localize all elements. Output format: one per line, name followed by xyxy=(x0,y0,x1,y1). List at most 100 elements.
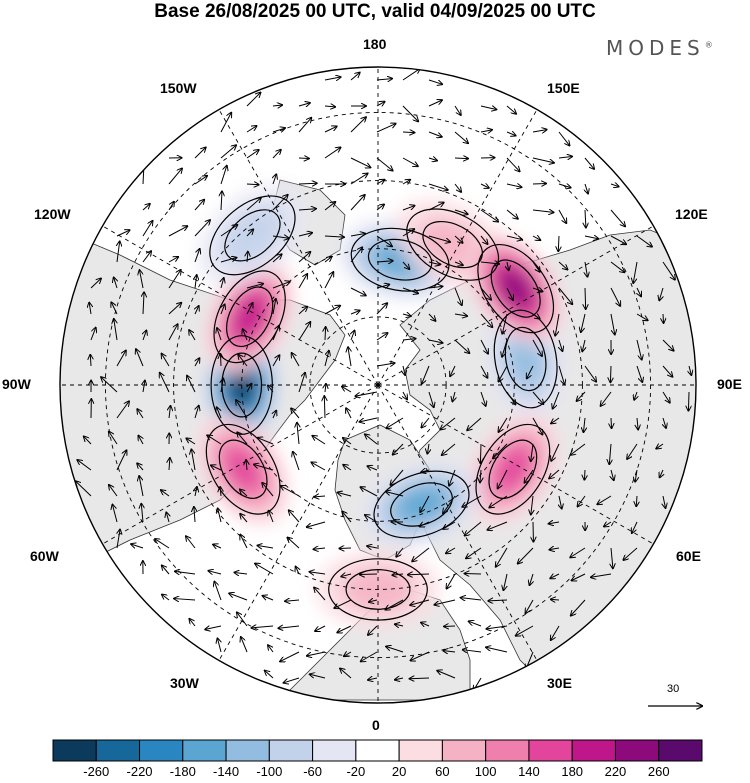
wind-vector xyxy=(447,573,456,589)
wind-vector xyxy=(140,270,144,289)
map-title: Base 26/08/2025 00 UTC, valid 04/09/2025… xyxy=(154,1,596,22)
wind-vector xyxy=(454,262,463,265)
colorbar-tick: -60 xyxy=(303,764,322,779)
colorbar-tick: -180 xyxy=(169,764,196,779)
wind-vector xyxy=(90,355,91,367)
wind-vector xyxy=(194,148,206,159)
wind-vector xyxy=(428,313,435,321)
wind-vector xyxy=(243,329,248,341)
wind-vector xyxy=(117,241,120,263)
wind-vector xyxy=(162,595,170,601)
wind-vector xyxy=(428,79,442,84)
wind-vector xyxy=(195,406,199,419)
colorbar-tick: -260 xyxy=(83,764,110,779)
wind-vector xyxy=(324,147,340,159)
wind-vector xyxy=(506,391,515,404)
meridian-line xyxy=(218,109,379,386)
colorbar-swatch xyxy=(658,739,703,762)
wind-vector xyxy=(454,287,462,305)
wind-vector xyxy=(194,220,210,237)
wind-vector xyxy=(480,235,488,244)
wind-vector xyxy=(527,365,534,378)
wind-vector xyxy=(246,303,253,315)
wind-vector xyxy=(312,436,326,445)
wind-vector xyxy=(217,328,222,341)
wind-vector xyxy=(376,303,387,315)
wind-vector xyxy=(610,365,611,382)
wind-vector xyxy=(506,157,520,171)
wind-vector xyxy=(634,391,637,400)
wind-vector xyxy=(428,158,437,161)
wind-vector xyxy=(585,261,587,277)
wind-vector xyxy=(350,73,360,81)
wind-vector xyxy=(139,476,144,497)
wind-vector xyxy=(350,287,366,295)
wind-vector xyxy=(446,547,456,553)
colorbar-swatch xyxy=(52,739,97,762)
wind-vector xyxy=(116,401,129,419)
wind-vector xyxy=(272,150,281,159)
wind-vector xyxy=(116,351,126,367)
wind-vector xyxy=(208,571,222,574)
europe-land xyxy=(289,589,471,701)
wind-vector xyxy=(480,469,481,482)
wind-vector xyxy=(551,599,560,600)
wind-vector xyxy=(581,313,586,332)
wind-vector xyxy=(220,354,221,367)
wind-vector xyxy=(247,384,251,393)
wind-vector xyxy=(532,314,540,319)
wind-vector xyxy=(143,331,146,341)
wind-vector xyxy=(487,521,508,530)
wind-vector xyxy=(551,417,560,423)
wind-vector xyxy=(428,235,450,242)
wind-vector xyxy=(498,417,508,432)
wind-vector xyxy=(443,495,456,513)
wind-vector xyxy=(325,384,326,393)
wind-vector xyxy=(454,131,468,143)
wind-vector xyxy=(324,396,325,419)
wind-vector xyxy=(252,626,274,628)
wind-vector xyxy=(314,588,326,601)
wind-vector xyxy=(611,417,612,428)
wind-vector xyxy=(395,624,404,626)
wind-vector xyxy=(465,521,482,536)
wind-vector xyxy=(241,637,248,653)
wind-vector xyxy=(174,599,196,600)
colorbar-tick: 220 xyxy=(604,764,627,779)
wind-vector xyxy=(111,302,118,315)
meridian-line xyxy=(377,225,654,386)
wind-vector xyxy=(427,443,429,454)
colorbar-swatch xyxy=(355,739,400,762)
wind-vector xyxy=(272,254,282,263)
wind-vector xyxy=(452,391,455,401)
wind-vector xyxy=(186,438,196,445)
wind-vector xyxy=(610,287,620,306)
wind-vector xyxy=(278,626,300,628)
wind-vector xyxy=(310,674,326,679)
wind-vector xyxy=(402,180,410,184)
wind-vector xyxy=(292,353,300,367)
wind-vector xyxy=(532,210,553,212)
wind-vector xyxy=(550,574,560,578)
wind-vector xyxy=(428,203,444,211)
anomaly-contour xyxy=(209,195,296,276)
wind-vector xyxy=(142,251,151,263)
wind-vector xyxy=(428,183,448,190)
lon-label-90e: 90E xyxy=(717,376,742,392)
wind-vector xyxy=(506,209,518,219)
wind-vector xyxy=(396,547,404,557)
anomaly-blob xyxy=(233,296,266,338)
wind-vector xyxy=(571,443,586,455)
wind-vector xyxy=(516,625,534,636)
wind-vector xyxy=(402,132,414,133)
wind-vector xyxy=(502,339,508,357)
wind-vector xyxy=(342,387,352,393)
wind-vector xyxy=(334,599,352,608)
wind-vector xyxy=(268,386,273,393)
wind-vector xyxy=(659,287,663,300)
wind-vector xyxy=(498,469,508,488)
wind-vector xyxy=(531,443,533,461)
lon-label-150e: 150E xyxy=(547,80,580,96)
anomaly-contour xyxy=(367,238,433,281)
wind-vector xyxy=(348,347,351,367)
